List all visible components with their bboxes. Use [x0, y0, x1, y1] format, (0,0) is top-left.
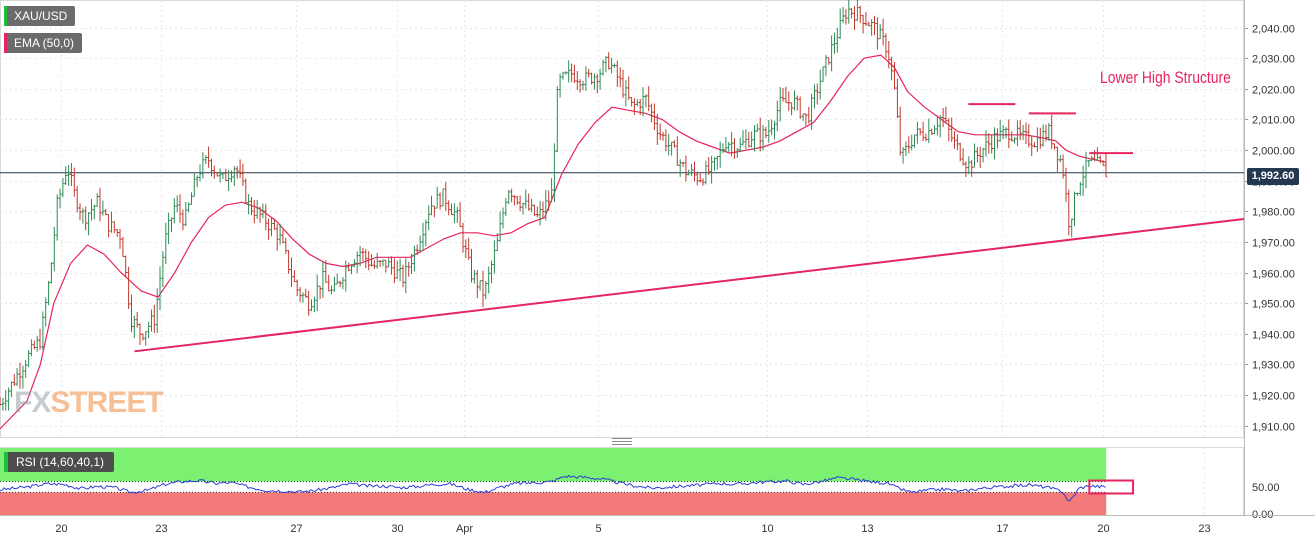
time-tick-label: 23: [155, 523, 167, 535]
rsi-panel-background: [0, 448, 1107, 515]
rsi-line-layer: [0, 474, 1135, 502]
ema-legend[interactable]: EMA (50,0): [4, 33, 83, 53]
drawn-trendlines: [0, 103, 1245, 353]
watermark-street: STREET: [50, 386, 163, 419]
instrument-legend-swatch: [4, 6, 7, 26]
time-tick-label: 27: [290, 523, 302, 535]
price-tick-label: 1,980.00: [1252, 207, 1295, 219]
price-tick-label: 1,940.00: [1252, 330, 1295, 342]
last-price-badge: 1,992.60: [1247, 168, 1299, 185]
price-tick-label: 1,920.00: [1252, 391, 1295, 403]
price-candles-layer: [0, 0, 1108, 411]
price-tick-label: 1,960.00: [1252, 269, 1295, 281]
rsi-highlight-box: [1088, 479, 1135, 495]
instrument-label: XAU/USD: [14, 9, 68, 23]
price-tick-label: 1,950.00: [1252, 299, 1295, 311]
watermark-fx: FX: [14, 386, 51, 419]
rsi-neutral-zone: [0, 481, 1107, 493]
time-tick-label: 17: [996, 523, 1008, 535]
panel-resize-handle[interactable]: [612, 438, 632, 445]
fxstreet-watermark-logo: FXSTREET: [14, 386, 164, 420]
time-tick-label: 20: [55, 523, 67, 535]
time-tick-label: 10: [761, 523, 773, 535]
price-tick-label: 1,930.00: [1252, 360, 1295, 372]
time-tick-label: 13: [861, 523, 873, 535]
lower-high-structure-annotation: Lower High Structure: [1100, 68, 1231, 87]
time-tick-label: 5: [595, 523, 601, 535]
rsi-oversold-zone: [0, 492, 1107, 515]
rsi-legend[interactable]: RSI (14,60,40,1): [4, 452, 115, 472]
price-tick-label: 2,040.00: [1252, 24, 1295, 36]
price-tick-label: 1,910.00: [1252, 422, 1295, 434]
time-tick-label: 23: [1198, 523, 1210, 535]
price-tick-label: 2,020.00: [1252, 85, 1295, 97]
time-tick-label: Apr: [456, 523, 473, 535]
rsi-panel-grid: [0, 481, 1107, 493]
ema-line-layer: [0, 54, 1107, 430]
ema-legend-swatch: [4, 33, 7, 53]
rsi-label: RSI (14,60,40,1): [16, 455, 105, 469]
rsi-tick-label: 50.00: [1252, 482, 1280, 494]
support-trendline: [134, 218, 1245, 353]
time-tick-label: 20: [1097, 523, 1109, 535]
time-tick-label: 30: [391, 523, 403, 535]
ema-label: EMA (50,0): [14, 36, 75, 50]
instrument-legend[interactable]: XAU/USD: [4, 6, 76, 26]
price-tick-label: 1,970.00: [1252, 238, 1295, 250]
price-tick-label: 2,000.00: [1252, 146, 1295, 158]
price-tick-label: 2,030.00: [1252, 54, 1295, 66]
ema-line: [0, 54, 1107, 430]
rsi-legend-swatch: [4, 452, 8, 472]
rsi-overbought-zone: [0, 448, 1107, 482]
rsi-line: [0, 474, 1106, 502]
price-tick-label: 2,010.00: [1252, 115, 1295, 127]
